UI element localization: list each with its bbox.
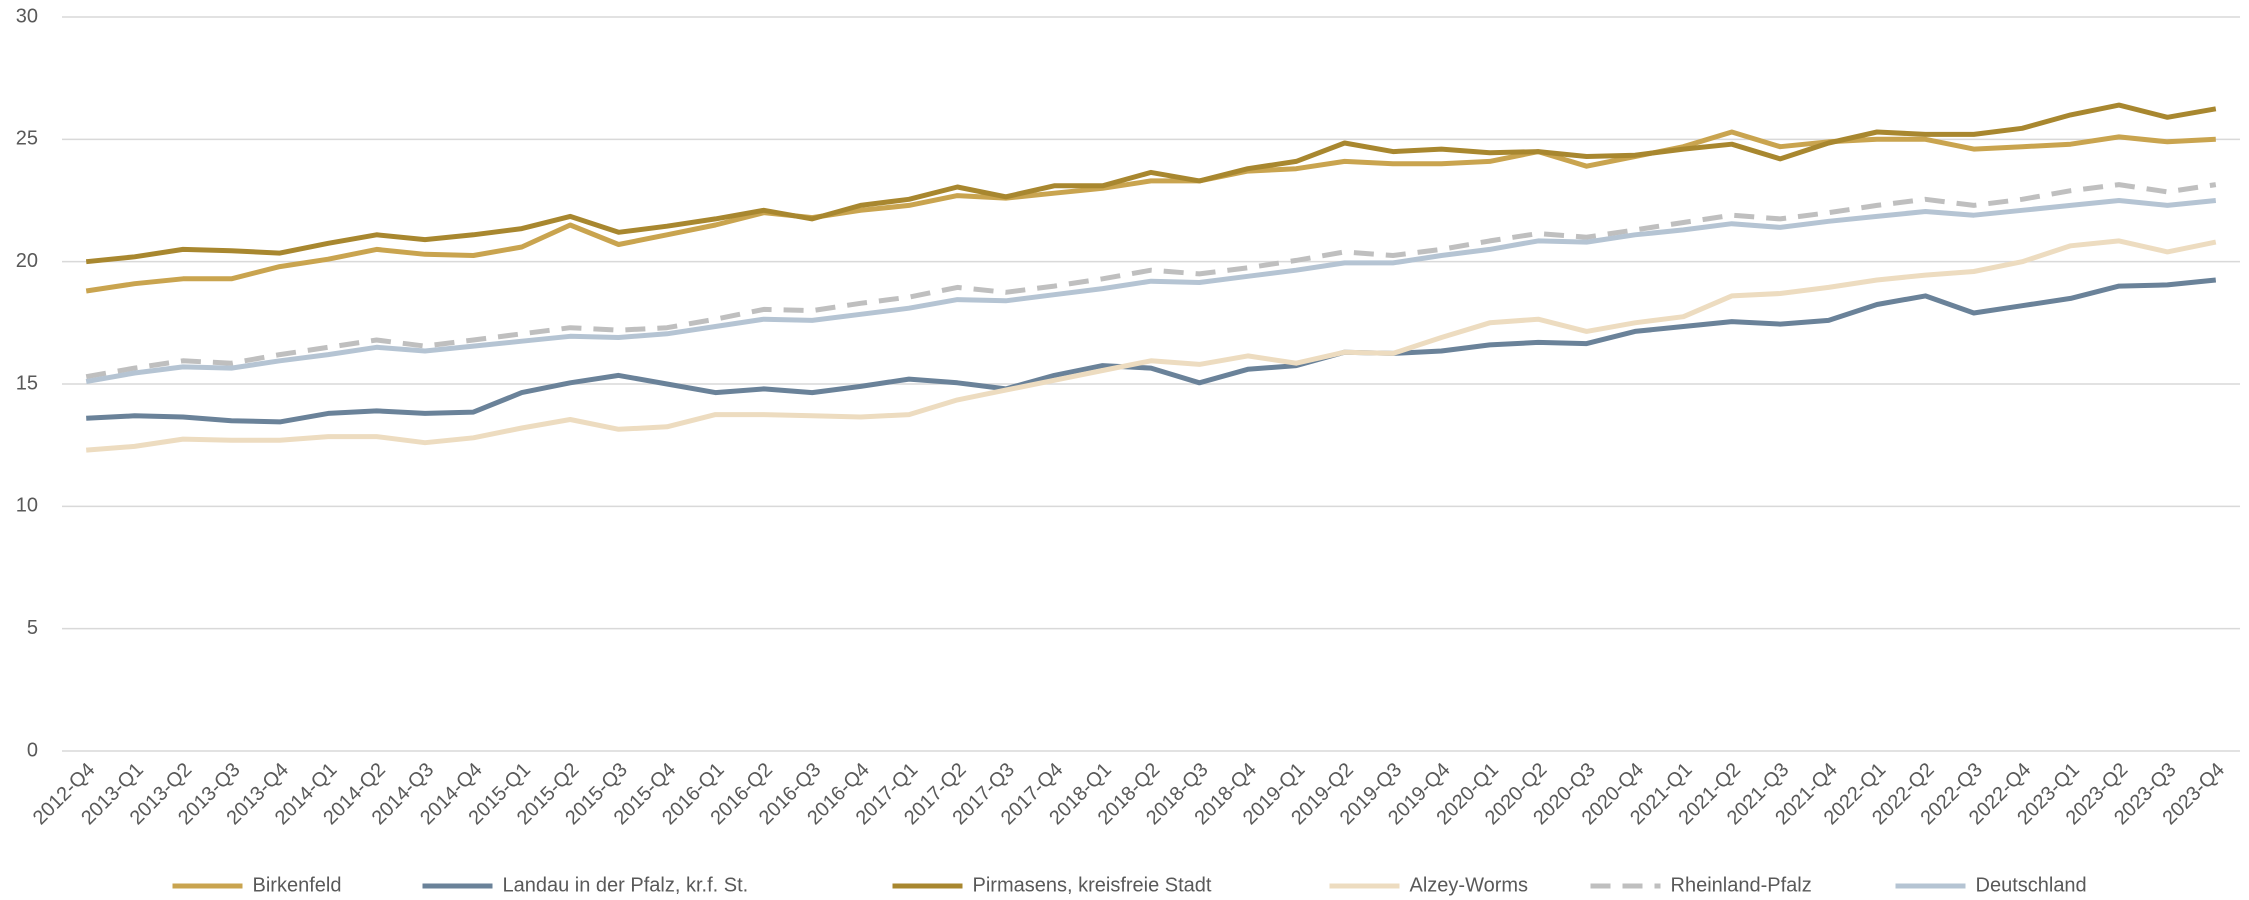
- series-line: [85, 129, 2216, 294]
- legend-label: Alzey-Worms: [1410, 874, 1529, 896]
- series-line: [85, 198, 2217, 385]
- y-tick-label: 0: [27, 739, 38, 761]
- legend-label: Deutschland: [1976, 874, 2087, 896]
- legend-label: Pirmasens, kreisfreie Stadt: [973, 874, 1212, 896]
- y-tick-label: 25: [16, 128, 38, 150]
- series-line: [86, 238, 2217, 453]
- legend-label: Landau in der Pfalz, kr.f. St.: [503, 874, 749, 896]
- series-line: [85, 182, 2217, 380]
- y-tick-label: 30: [16, 5, 38, 27]
- y-tick-label: 20: [16, 250, 38, 272]
- y-tick-label: 10: [16, 495, 38, 517]
- legend-label: Birkenfeld: [253, 874, 342, 896]
- y-tick-label: 5: [27, 617, 38, 639]
- series-line: [86, 277, 2217, 425]
- legend-label: Rheinland-Pfalz: [1671, 874, 1812, 896]
- y-tick-label: 15: [16, 372, 38, 394]
- series-line: [85, 102, 2217, 265]
